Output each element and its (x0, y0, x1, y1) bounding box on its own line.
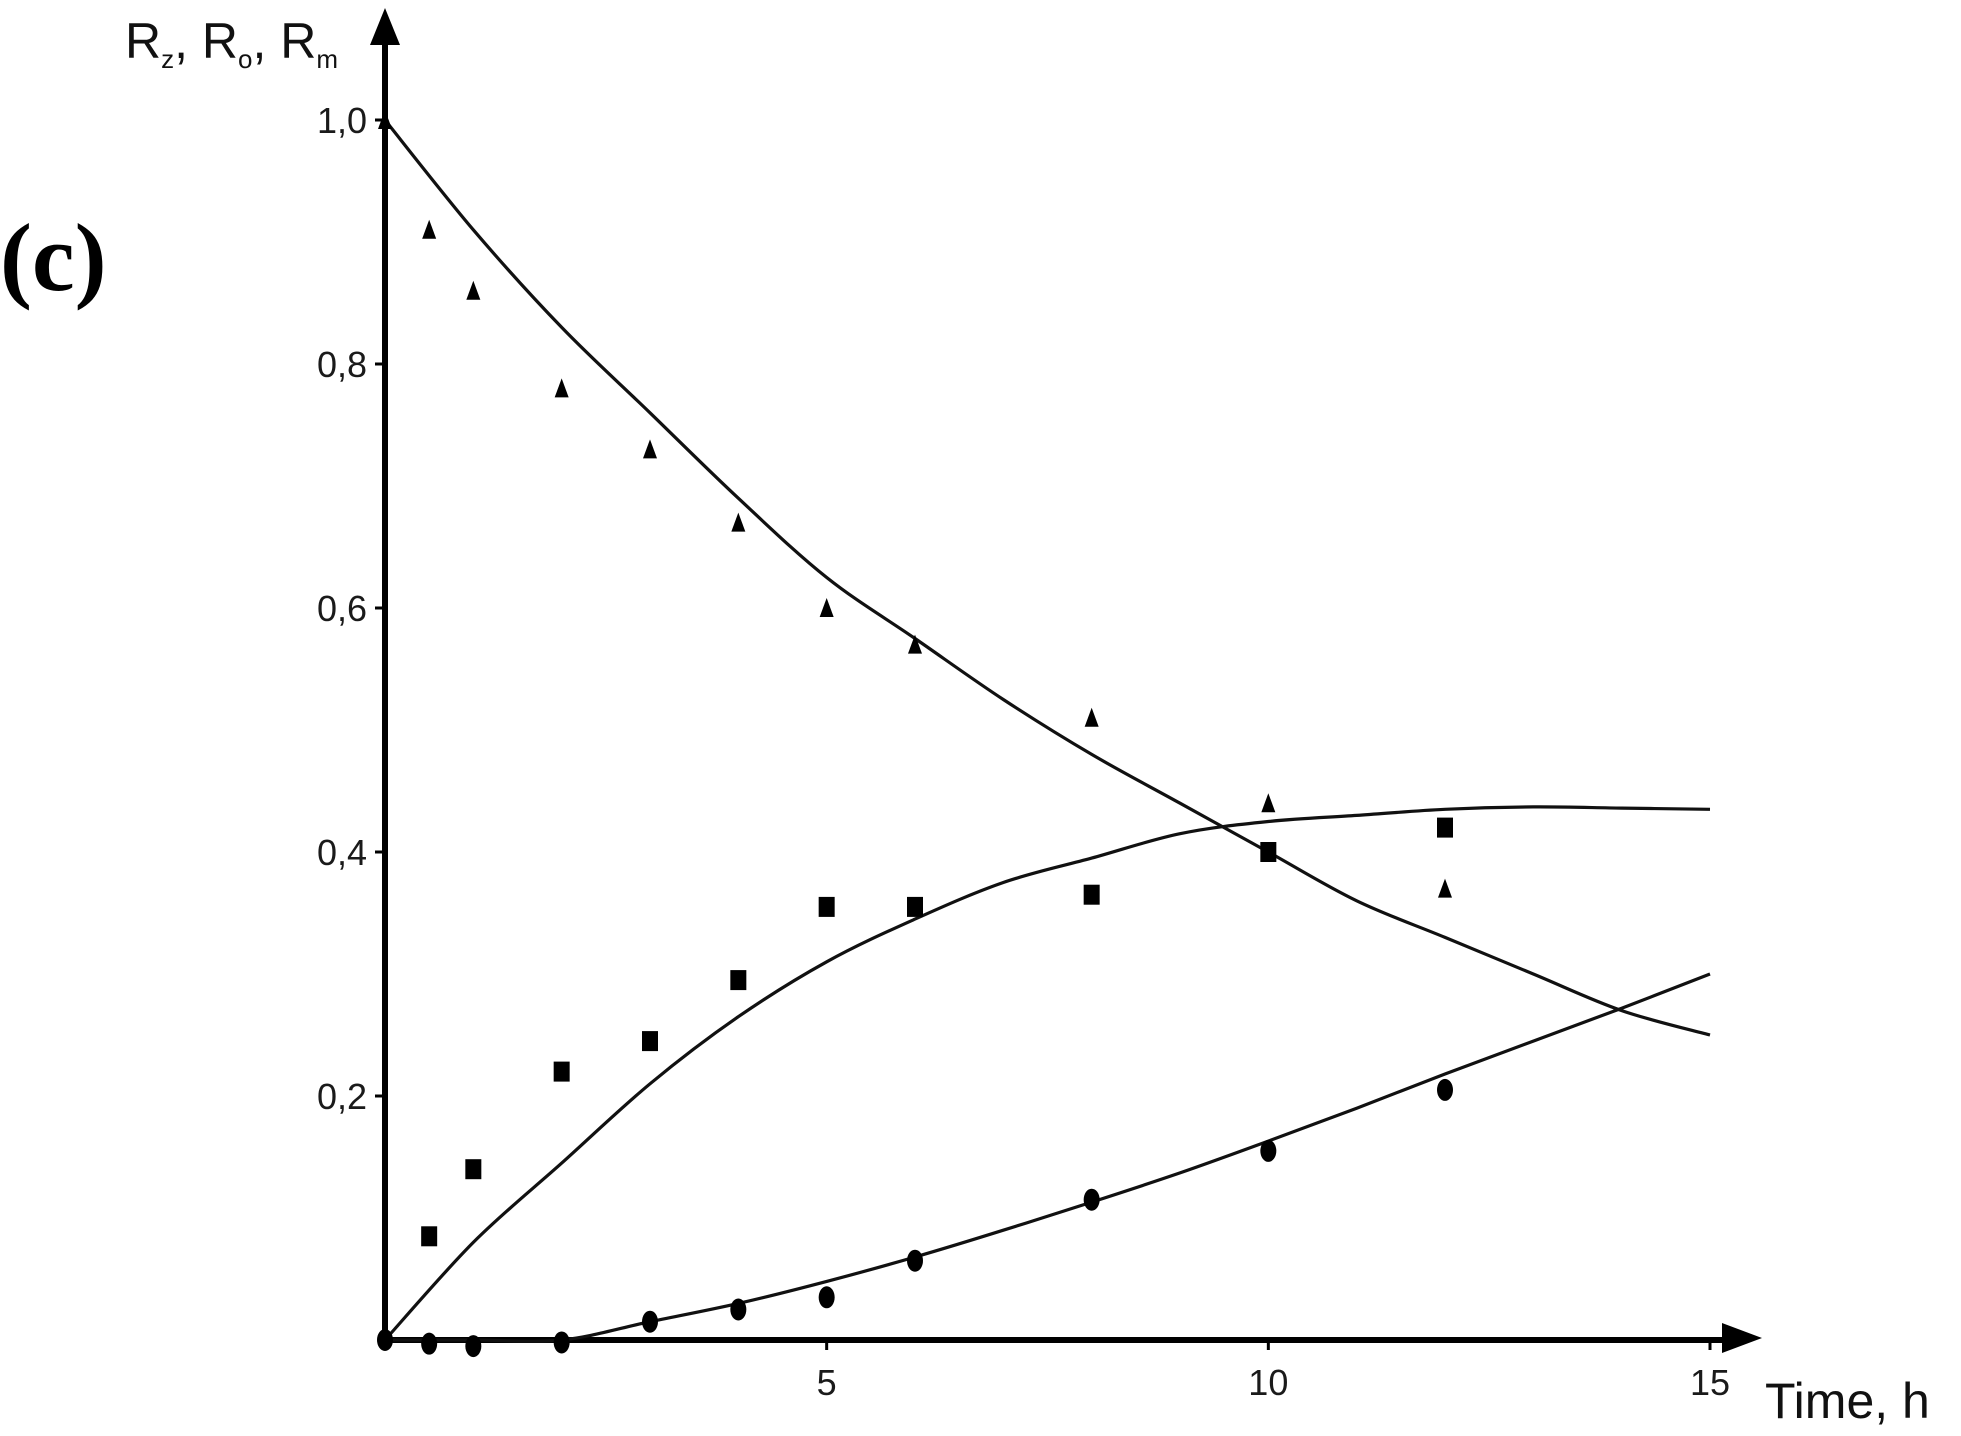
x-axis-title: Time, h (1765, 1373, 1930, 1429)
data-point-circle-9 (1260, 1139, 1277, 1162)
data-point-square-2 (553, 1061, 570, 1082)
data-point-circle-5 (730, 1298, 747, 1321)
data-point-circle-2 (465, 1335, 482, 1358)
data-point-triangle-8 (1084, 707, 1099, 727)
data-point-square-8 (1260, 842, 1277, 862)
data-point-circle-3 (553, 1331, 570, 1354)
data-point-triangle-10 (1438, 878, 1452, 898)
y-axis-title-subscript-0: z (161, 44, 174, 74)
y-axis-title-separator-0: , (174, 13, 202, 69)
data-point-circle-4 (642, 1310, 658, 1333)
y-axis-title: Rz, Ro, Rm (125, 13, 338, 74)
data-point-square-4 (730, 970, 747, 991)
x-tick-label-0: 5 (817, 1362, 837, 1403)
y-axis (370, 8, 400, 1343)
data-point-circle-6 (818, 1286, 835, 1309)
data-point-triangle-7 (908, 634, 922, 654)
y-tick-label-3: 0,8 (317, 344, 367, 385)
data-point-square-3 (642, 1031, 658, 1052)
y-axis-title-subscript-2: m (316, 44, 338, 74)
fit-curves (383, 118, 1711, 1343)
data-point-square-6 (907, 896, 923, 917)
fit-curve-square (383, 805, 1711, 1342)
data-point-circle-0 (377, 1329, 393, 1351)
y-axis-title-separator-1: , (252, 13, 280, 69)
x-axis (385, 1323, 1762, 1353)
data-point-square-5 (818, 896, 835, 917)
data-point-circle-7 (907, 1249, 923, 1272)
x-axis-arrow (1722, 1323, 1762, 1353)
panel-label: (c) (0, 204, 107, 311)
data-point-circle-1 (421, 1332, 438, 1355)
y-tick-label-1: 0,4 (317, 832, 367, 873)
data-point-square-7 (1083, 884, 1100, 905)
x-tick-label-2: 15 (1690, 1362, 1730, 1403)
y-axis-title-part-0: R (125, 13, 161, 69)
fit-curve-circle (385, 972, 1711, 1343)
data-point-square-1 (465, 1159, 482, 1180)
y-tick-label-0: 0,2 (317, 1076, 367, 1117)
axis-ticks: 0,2 0,4 0,6 0,8 1,0 5 10 15 (317, 100, 1730, 1403)
data-point-triangle-2 (466, 280, 481, 300)
y-axis-arrow (370, 8, 400, 45)
x-tick-label-1: 10 (1248, 1362, 1288, 1403)
data-point-triangle-3 (554, 378, 569, 398)
data-point-square-0 (421, 1226, 438, 1247)
data-point-triangle-0 (378, 110, 392, 129)
data-point-triangle-9 (1261, 793, 1276, 813)
y-axis-title-part-1: R (202, 13, 238, 69)
y-axis-title-subscript-1: o (238, 44, 252, 74)
data-point-triangle-1 (422, 219, 437, 239)
data-point-triangle-6 (819, 598, 834, 617)
y-axis-title-part-2: R (280, 13, 316, 69)
y-tick-label-2: 0,6 (317, 588, 367, 629)
data-point-triangle-4 (643, 439, 657, 459)
fit-curve-triangle (383, 118, 1711, 1037)
y-tick-label-4: 1,0 (317, 100, 367, 141)
data-markers (377, 110, 1453, 1358)
data-point-circle-10 (1437, 1078, 1453, 1101)
data-point-square-9 (1437, 817, 1453, 838)
data-point-circle-8 (1083, 1188, 1100, 1211)
data-point-triangle-5 (731, 512, 746, 532)
